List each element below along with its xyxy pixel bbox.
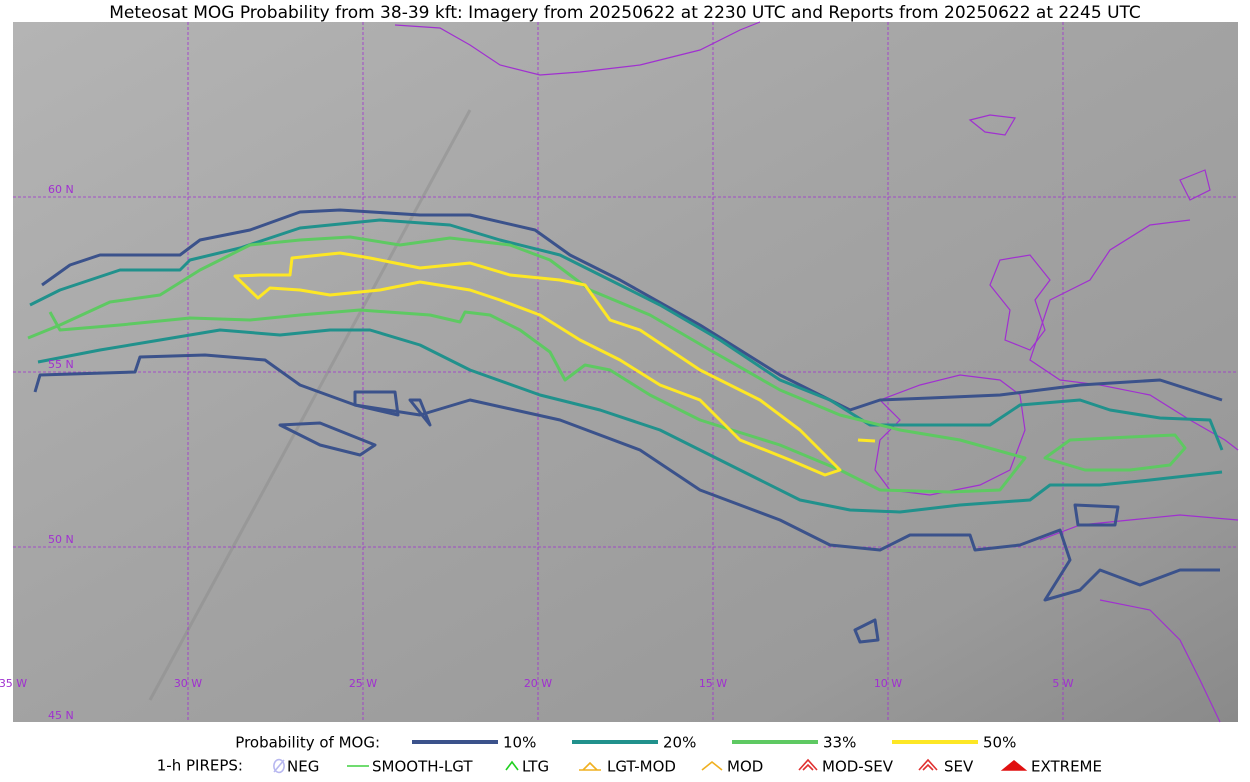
pirep-label: LGT-MOD (607, 758, 676, 776)
lat-label: 60 N (48, 183, 74, 196)
pireps-title: 1-h PIREPS: (157, 757, 243, 775)
pirep-icon (918, 758, 938, 771)
lat-label: 50 N (48, 533, 74, 546)
lat-label: 55 N (48, 358, 74, 371)
legend: Probability of MOG: 10% 20% 33% 50% 1-h PIREP… (157, 734, 1102, 776)
pirep-label: NEG (287, 758, 319, 776)
pirep-icon (1000, 759, 1028, 771)
lon-label: 10 W (874, 677, 902, 690)
contrail (148, 109, 472, 701)
legend-title: Probability of MOG: (235, 734, 380, 752)
pirep-label: MOD-SEV (822, 758, 894, 776)
lon-label: 30 W (174, 677, 202, 690)
title: Meteosat MOG Probability from 38-39 kft:… (109, 3, 1141, 23)
pirep-label: LTG (522, 758, 549, 776)
lon-label: 20 W (524, 677, 552, 690)
legend-label: 33% (823, 734, 856, 752)
pirep-label: SEV (944, 758, 974, 776)
legend-label: 10% (503, 734, 536, 752)
pirep-icon (701, 760, 723, 771)
lon-label: 5 W (1052, 677, 1073, 690)
lon-label: 25 W (349, 677, 377, 690)
probability-contours (27, 208, 1224, 644)
pirep-icon (579, 761, 601, 771)
pirep-icon (505, 760, 519, 771)
pirep-icon (273, 758, 285, 774)
map: 60 N 55 N 50 N 45 N 35 W 30 W 25 W 20 W 15 W 10 W… (0, 21, 1239, 723)
lon-label: 35 W (0, 677, 27, 690)
geo-labels: 60 N 55 N 50 N 45 N 35 W 30 W 25 W 20 W 15 W 10 W… (0, 183, 1074, 722)
pirep-label: EXTREME (1031, 758, 1102, 776)
graticule (13, 22, 1238, 722)
lon-label: 15 W (699, 677, 727, 690)
pirep-label: SMOOTH-LGT (372, 758, 473, 776)
pirep-label: MOD (727, 758, 763, 776)
legend-label: 20% (663, 734, 696, 752)
legend-label: 50% (983, 734, 1016, 752)
pirep-icon (798, 758, 818, 771)
lat-label: 45 N (48, 709, 74, 722)
